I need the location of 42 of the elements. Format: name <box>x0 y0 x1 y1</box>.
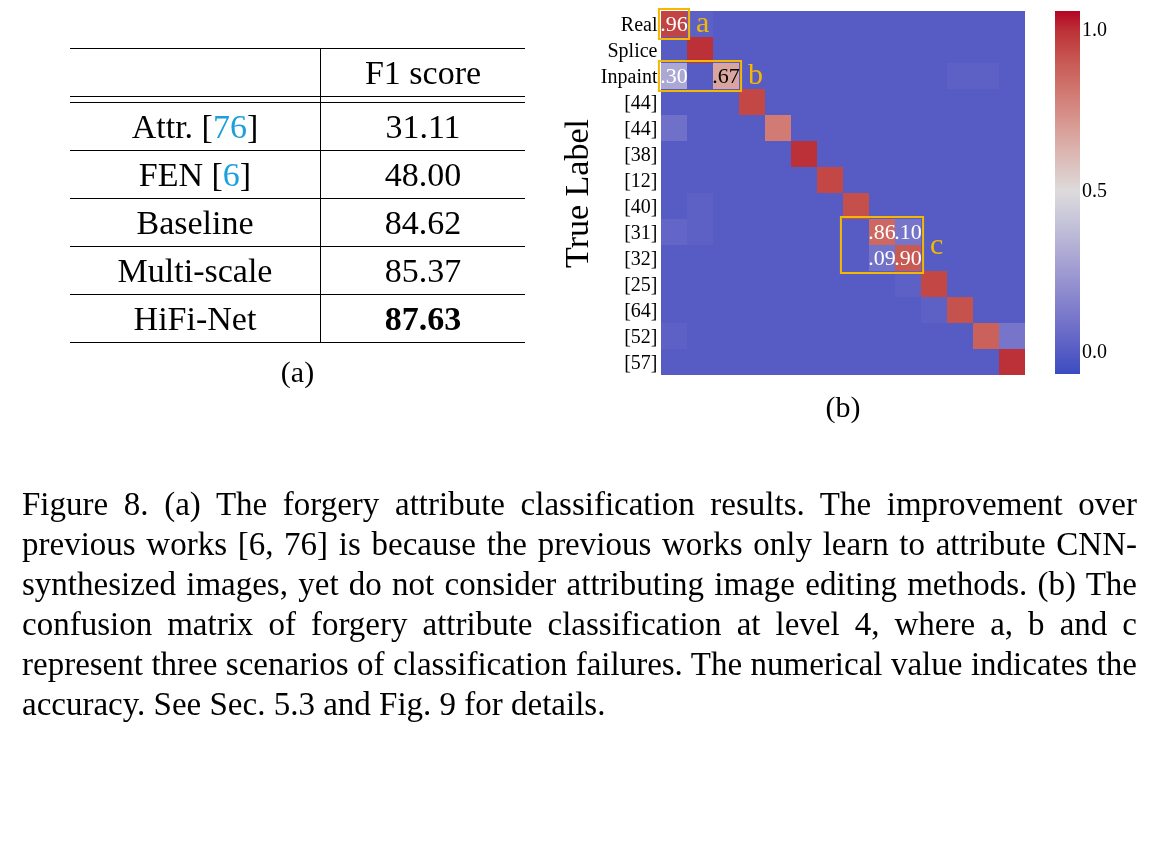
text: (b) <box>825 390 861 424</box>
category-label: Multi-scale <box>70 246 321 295</box>
y-tick-label: [32] <box>624 246 658 269</box>
category-label: FEN [6] <box>70 150 321 199</box>
y-tick-label: Splice <box>607 38 658 62</box>
color-bar-label: 1.0 <box>1082 18 1107 41</box>
y-tick-label: [64] <box>624 298 658 321</box>
y-tick-label: [40] <box>624 194 658 217</box>
text: (a) <box>279 355 316 389</box>
data-label: 48.00 <box>383 154 463 195</box>
data-label: .96 <box>660 11 688 36</box>
y-tick-label: [25] <box>624 272 658 295</box>
annotation: b <box>748 56 764 90</box>
category-label: HiFi-Net <box>70 294 321 343</box>
annotation: c <box>930 227 944 260</box>
data-label: 87.63 <box>383 298 463 339</box>
category-label: Baseline <box>70 198 321 247</box>
data-label: .10 <box>894 219 922 244</box>
y-tick-label: Real <box>620 12 658 35</box>
data-label: .30 <box>660 63 688 88</box>
annotation: a <box>696 4 710 38</box>
data-label: 31.11 <box>384 106 462 147</box>
category-label: Attr. [76] <box>70 102 321 151</box>
y-tick-label: Inpaint <box>600 64 658 88</box>
y-tick-label: [31] <box>624 220 658 243</box>
y-tick-label: [52] <box>624 324 658 347</box>
y-axis-title: True Label <box>557 119 595 268</box>
data-label: .67 <box>712 63 740 88</box>
data-label: .90 <box>894 245 922 270</box>
data-label: 85.37 <box>383 250 463 291</box>
color-bar-label: 0.5 <box>1082 178 1107 201</box>
y-tick-label: [57] <box>624 350 658 373</box>
y-tick-label: [12] <box>624 168 658 191</box>
data-label: .09 <box>868 245 896 270</box>
y-tick-label: [44] <box>624 116 658 139</box>
data-label: .86 <box>868 219 896 244</box>
text: F1 score <box>363 52 483 93</box>
y-tick-label: [38] <box>624 142 658 165</box>
color-bar-label: 0.0 <box>1082 339 1107 362</box>
y-tick-label: [44] <box>624 90 658 113</box>
caption: Figure 8. (a) The forgery attribute classification results. The improvement over previous works [6, 76] is because the previous works only learn to attribute CNN-synthesized images, yet do not consider attributing image editing methods. (b) The confusion matrix of forgery attribute classification at level 4, where a, b and c represent three scenarios of classification failures. The numerical value indicates the accuracy. See Sec. 5.3 and Fig. 9 for details. <box>22 485 1137 724</box>
data-label: 84.62 <box>383 202 463 243</box>
